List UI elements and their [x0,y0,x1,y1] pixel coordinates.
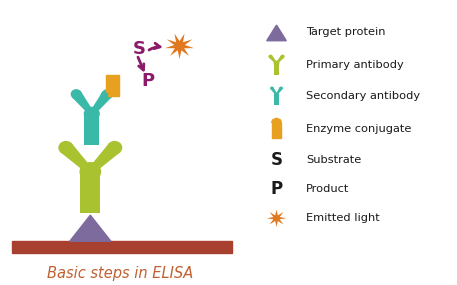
Bar [106,75,118,96]
Text: Substrate: Substrate [306,155,361,165]
Circle shape [270,87,274,90]
Polygon shape [274,95,279,105]
Circle shape [279,87,283,90]
Text: Primary antibody: Primary antibody [306,60,404,70]
Bar [12,241,233,253]
Circle shape [281,55,285,58]
Circle shape [274,92,279,97]
Polygon shape [276,87,283,95]
Text: P: P [271,180,282,198]
Polygon shape [165,34,194,59]
Circle shape [80,162,101,181]
Circle shape [58,141,74,154]
Text: S: S [271,151,282,169]
Circle shape [268,55,272,58]
Polygon shape [269,55,277,64]
Polygon shape [80,172,100,213]
Text: Enzyme conjugate: Enzyme conjugate [306,125,411,135]
Text: P: P [142,72,155,90]
Polygon shape [90,91,112,115]
Text: Basic steps in ELISA: Basic steps in ELISA [47,266,193,280]
Text: Emitted light: Emitted light [306,213,380,223]
Polygon shape [274,63,279,75]
Polygon shape [70,215,111,241]
Polygon shape [271,87,277,95]
Text: Secondary antibody: Secondary antibody [306,91,420,101]
Polygon shape [60,143,93,174]
Text: Product: Product [306,184,349,194]
Circle shape [71,89,82,99]
Bar [101,93,107,96]
Circle shape [107,141,122,154]
Polygon shape [72,91,94,115]
Polygon shape [271,118,282,123]
Polygon shape [85,114,99,145]
Polygon shape [267,25,287,41]
Bar [271,123,282,138]
Polygon shape [87,143,120,174]
Circle shape [101,89,113,99]
Text: S: S [133,40,146,58]
Polygon shape [276,55,284,64]
Circle shape [84,107,100,121]
Circle shape [274,61,280,66]
Polygon shape [267,209,287,227]
Text: Target protein: Target protein [306,27,385,37]
